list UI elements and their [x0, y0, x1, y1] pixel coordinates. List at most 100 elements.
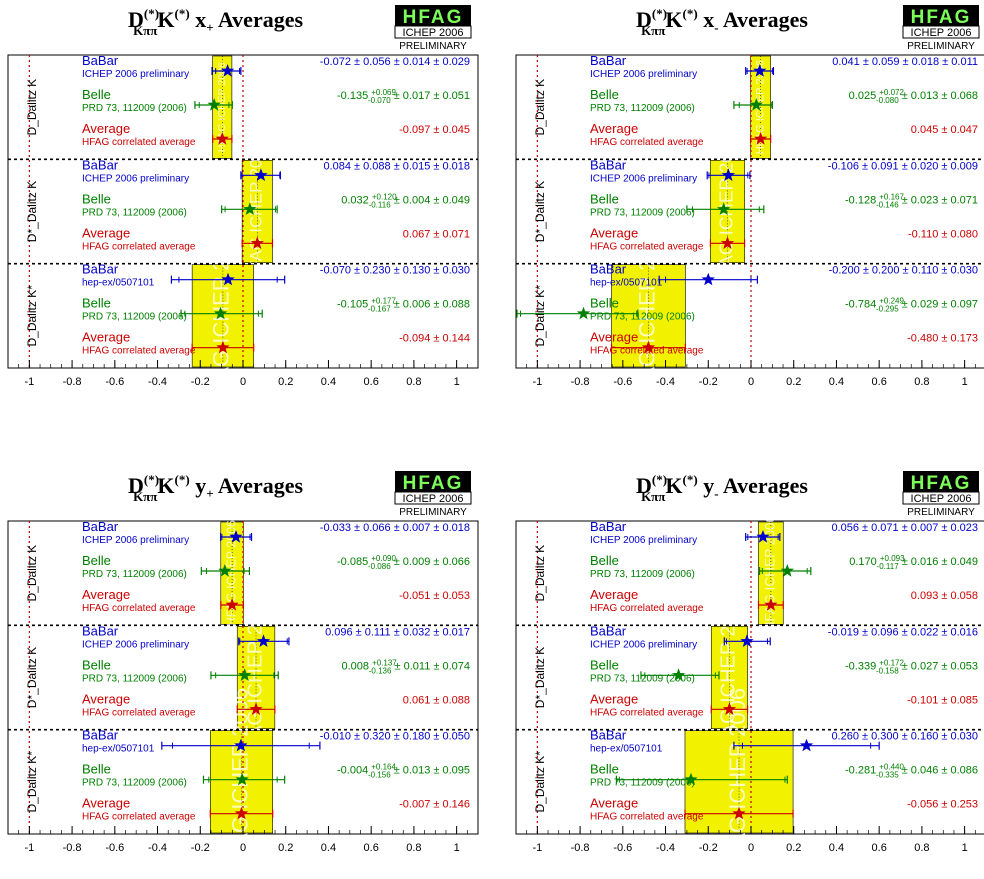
title-subscript: Kππ — [133, 23, 157, 38]
data-point — [671, 668, 686, 681]
measurement-value: 0.084 ± 0.088 ± 0.015 ± 0.018 — [323, 160, 470, 172]
title-variable-subscript: - — [714, 20, 718, 35]
experiment-label: Average — [590, 691, 638, 706]
measurement-value: -0.135 +0.069 -0.070 ± 0.017 ± 0.051 — [337, 88, 470, 105]
value-minus-error: -0.070 — [368, 96, 391, 105]
reference-label: HFAG correlated average — [590, 603, 704, 614]
data-point — [215, 132, 229, 145]
reference-label: PRD 73, 112009 (2006) — [82, 778, 187, 789]
value-rest: ± 0.023 ± 0.071 — [899, 194, 978, 206]
reference-label: ICHEP 2006 preliminary — [82, 69, 189, 80]
data-point — [720, 236, 735, 249]
hfag-logo-box — [903, 471, 979, 492]
group-label: D_Dalitz K* — [533, 285, 547, 347]
measurement-value: -0.480 ± 0.173 — [907, 333, 978, 345]
reference-label: HFAG correlated average — [590, 137, 704, 148]
data-point — [221, 272, 235, 286]
x-tick-label: -0.4 — [656, 376, 675, 388]
hfag-logo-box — [903, 5, 979, 26]
band-watermark: HFAG ICHEP 2006 — [224, 520, 238, 626]
value-plus-error: +0.120 — [372, 192, 397, 201]
measurement-value: -0.101 ± 0.085 — [907, 694, 978, 706]
measurement-value: -0.056 ± 0.253 — [907, 799, 978, 811]
hfag-logo-subtitle: ICHEP 2006 — [403, 27, 464, 39]
title-main: D — [636, 473, 652, 498]
band-watermark: HFAG ICHEP 2006 — [725, 688, 750, 874]
data-point — [754, 132, 768, 145]
measurement-value: 0.061 ± 0.088 — [403, 694, 470, 706]
x-tick-label: 0 — [240, 842, 246, 854]
data-point — [780, 564, 794, 577]
experiment-label: Belle — [590, 296, 619, 311]
measurement-value: 0.093 ± 0.058 — [911, 590, 978, 602]
reference-label: PRD 73, 112009 (2006) — [82, 312, 187, 323]
value-plus-error: +0.249 — [879, 297, 904, 306]
preliminary-label: PRELIMINARY — [399, 507, 467, 518]
x-tick-label: 0.6 — [364, 842, 379, 854]
x-tick-label: 1 — [454, 376, 460, 388]
experiment-label: BaBar — [82, 623, 119, 638]
x-tick-label: -0.8 — [571, 376, 590, 388]
data-point — [717, 202, 731, 215]
title-subscript: Kππ — [641, 23, 665, 38]
x-tick-label: -0.6 — [613, 376, 632, 388]
x-tick-label: -1 — [24, 842, 34, 854]
hfag-logo-subtitle: ICHEP 2006 — [403, 493, 464, 505]
x-tick-label: 0 — [748, 842, 754, 854]
reference-label: ICHEP 2006 preliminary — [590, 639, 697, 650]
reference-label: hep-ex/0507101 — [590, 744, 663, 755]
hfag-logo-text: HFAG — [403, 473, 464, 494]
reference-label: PRD 73, 112009 (2006) — [82, 103, 187, 114]
x-tick-label: 1 — [454, 842, 460, 854]
experiment-label: Average — [82, 330, 130, 345]
measurement-value: -0.110 ± 0.080 — [908, 228, 978, 240]
value-rest: ± 0.013 ± 0.068 — [899, 90, 978, 102]
data-point — [229, 530, 243, 543]
value-central: -0.128 — [845, 194, 879, 206]
x-tick-label: 0.2 — [786, 842, 801, 854]
reference-label: PRD 73, 112009 (2006) — [590, 312, 695, 323]
title-k-superscript: (*) — [175, 6, 190, 21]
title-subscript: Kππ — [133, 489, 157, 504]
x-tick-label: -0.2 — [191, 376, 210, 388]
reference-label: HFAG correlated average — [590, 707, 704, 718]
experiment-label: BaBar — [82, 262, 119, 277]
group-label: D_Dalitz K* — [25, 751, 39, 813]
chart-title: D(*) KππK(*) x+ Averages — [128, 6, 303, 38]
data-point — [721, 168, 735, 181]
group-label: D_Dalitz K — [25, 545, 39, 602]
measurement-value: 0.170 +0.093 -0.117 ± 0.016 ± 0.049 — [849, 554, 978, 571]
x-tick-label: -1 — [532, 376, 542, 388]
reference-label: HFAG correlated average — [82, 707, 196, 718]
measurement-value: 0.096 ± 0.111 ± 0.032 ± 0.017 — [325, 626, 470, 638]
value-plus-error: +0.164 — [371, 763, 396, 772]
measurement-value: 0.045 ± 0.047 — [911, 124, 978, 136]
data-point — [740, 634, 754, 647]
group-label: D*_Dalitz K — [25, 181, 39, 242]
value-minus-error: -0.080 — [876, 96, 899, 105]
data-point — [235, 772, 249, 786]
measurement-value: -0.784 +0.249 -0.295 ± 0.029 ± 0.097 — [845, 297, 978, 314]
value-central: 0.032 — [341, 194, 372, 206]
measurement-value: -0.281 +0.440 -0.335 ± 0.046 ± 0.086 — [845, 763, 978, 780]
title-variable-subscript: - — [714, 486, 718, 501]
measurement-value: 0.008 +0.137 -0.136 ± 0.011 ± 0.074 — [341, 658, 470, 675]
experiment-label: BaBar — [590, 53, 627, 68]
value-plus-error: +0.167 — [879, 192, 904, 201]
measurement-value: -0.004 +0.164 -0.156 ± 0.013 ± 0.095 — [337, 763, 470, 780]
title-suffix: Averages — [719, 473, 809, 498]
value-central: 0.025 — [849, 90, 880, 102]
data-point — [225, 598, 239, 611]
hfag-logo-text: HFAG — [403, 7, 464, 28]
title-k: K — [665, 7, 682, 32]
x-tick-label: 0.4 — [321, 376, 336, 388]
experiment-label: Belle — [82, 762, 111, 777]
experiment-label: BaBar — [590, 262, 627, 277]
title-superscript: (*) — [652, 472, 667, 487]
reference-label: HFAG correlated average — [82, 137, 196, 148]
measurement-value: -0.007 ± 0.146 — [399, 799, 470, 811]
value-minus-error: -0.146 — [876, 200, 899, 209]
hfag-logo-box — [395, 5, 471, 26]
hfag-logo-subtitle: ICHEP 2006 — [911, 27, 972, 39]
